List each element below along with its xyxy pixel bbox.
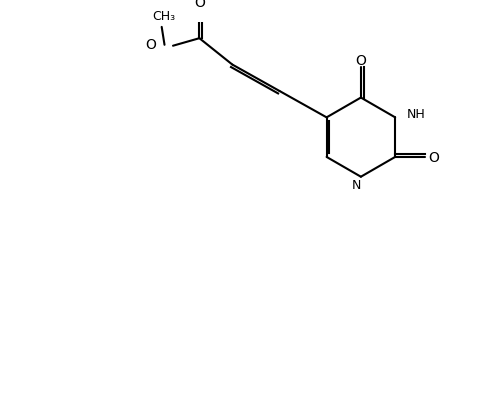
Text: O: O	[145, 38, 156, 52]
Text: CH₃: CH₃	[152, 10, 175, 23]
Text: O: O	[355, 54, 366, 68]
Text: NH: NH	[406, 108, 425, 121]
Text: O: O	[194, 0, 204, 10]
Text: N: N	[351, 178, 360, 191]
Text: O: O	[427, 150, 438, 164]
